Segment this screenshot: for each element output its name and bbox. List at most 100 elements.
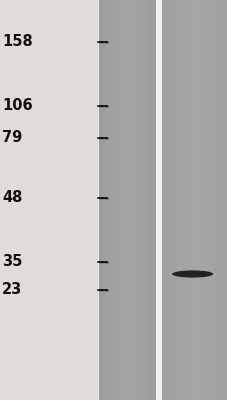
Bar	[122, 0, 123, 400]
Text: 35: 35	[2, 254, 22, 270]
Bar	[141, 0, 142, 400]
Bar	[151, 0, 152, 400]
Bar	[142, 0, 143, 400]
Bar	[208, 0, 210, 400]
Bar	[101, 0, 102, 400]
Bar	[188, 0, 189, 400]
Bar	[152, 0, 153, 400]
Bar	[100, 0, 101, 400]
Bar	[190, 0, 191, 400]
Bar	[189, 0, 190, 400]
Bar	[204, 0, 205, 400]
Bar	[155, 0, 161, 400]
Bar	[137, 0, 138, 400]
Bar	[127, 0, 128, 400]
Bar	[207, 0, 208, 400]
Bar	[118, 0, 120, 400]
Bar	[186, 0, 188, 400]
Bar	[133, 0, 134, 400]
Bar	[149, 0, 150, 400]
Bar	[110, 0, 111, 400]
Bar	[198, 0, 200, 400]
Bar	[102, 0, 103, 400]
Bar	[131, 0, 132, 400]
Bar	[184, 0, 185, 400]
Bar	[128, 0, 129, 400]
Bar	[106, 0, 107, 400]
Bar	[117, 0, 118, 400]
Bar	[0, 0, 98, 400]
Bar	[144, 0, 145, 400]
Bar	[109, 0, 110, 400]
Bar	[99, 0, 100, 400]
Bar	[103, 0, 104, 400]
Bar	[206, 0, 207, 400]
Bar	[205, 0, 206, 400]
Bar	[174, 0, 175, 400]
Bar	[185, 0, 186, 400]
Bar	[125, 0, 126, 400]
Bar	[200, 0, 201, 400]
Bar	[114, 0, 115, 400]
Bar	[197, 0, 198, 400]
Bar	[150, 0, 151, 400]
Bar	[143, 0, 144, 400]
Bar	[134, 0, 135, 400]
Bar	[193, 0, 194, 400]
Bar	[196, 0, 197, 400]
Bar	[210, 0, 211, 400]
Bar	[172, 0, 173, 400]
Bar	[168, 0, 169, 400]
Bar	[179, 0, 180, 400]
Bar	[226, 0, 227, 400]
Bar	[170, 0, 171, 400]
Bar	[192, 0, 193, 400]
Bar	[138, 0, 139, 400]
Bar	[202, 0, 203, 400]
Bar	[180, 0, 181, 400]
Bar	[123, 0, 124, 400]
Bar	[161, 0, 162, 400]
Bar	[135, 0, 136, 400]
Bar	[214, 0, 215, 400]
Bar	[126, 0, 127, 400]
Bar	[220, 0, 222, 400]
Bar	[169, 0, 170, 400]
Bar	[203, 0, 204, 400]
Bar	[181, 0, 182, 400]
Bar	[211, 0, 212, 400]
Text: 158: 158	[2, 34, 33, 50]
Bar	[107, 0, 108, 400]
Bar	[124, 0, 125, 400]
Bar	[173, 0, 174, 400]
Bar	[111, 0, 112, 400]
Bar	[216, 0, 217, 400]
Bar	[222, 0, 223, 400]
Text: 23: 23	[2, 282, 22, 298]
Bar	[104, 0, 105, 400]
Bar	[153, 0, 154, 400]
Bar	[162, 0, 163, 400]
Bar	[112, 0, 113, 400]
Bar	[146, 0, 147, 400]
Bar	[120, 0, 121, 400]
Bar	[223, 0, 224, 400]
Bar	[130, 0, 131, 400]
Bar	[218, 0, 219, 400]
Bar	[215, 0, 216, 400]
Text: 79: 79	[2, 130, 22, 146]
Bar	[105, 0, 106, 400]
Bar	[163, 0, 165, 400]
Bar	[182, 0, 183, 400]
Bar	[194, 0, 195, 400]
Bar	[147, 0, 148, 400]
Bar	[140, 0, 141, 400]
Bar	[224, 0, 225, 400]
Bar	[213, 0, 214, 400]
Text: 106: 106	[2, 98, 33, 114]
Bar	[113, 0, 114, 400]
Bar	[212, 0, 213, 400]
Bar	[136, 0, 137, 400]
Bar	[225, 0, 226, 400]
Bar	[132, 0, 133, 400]
